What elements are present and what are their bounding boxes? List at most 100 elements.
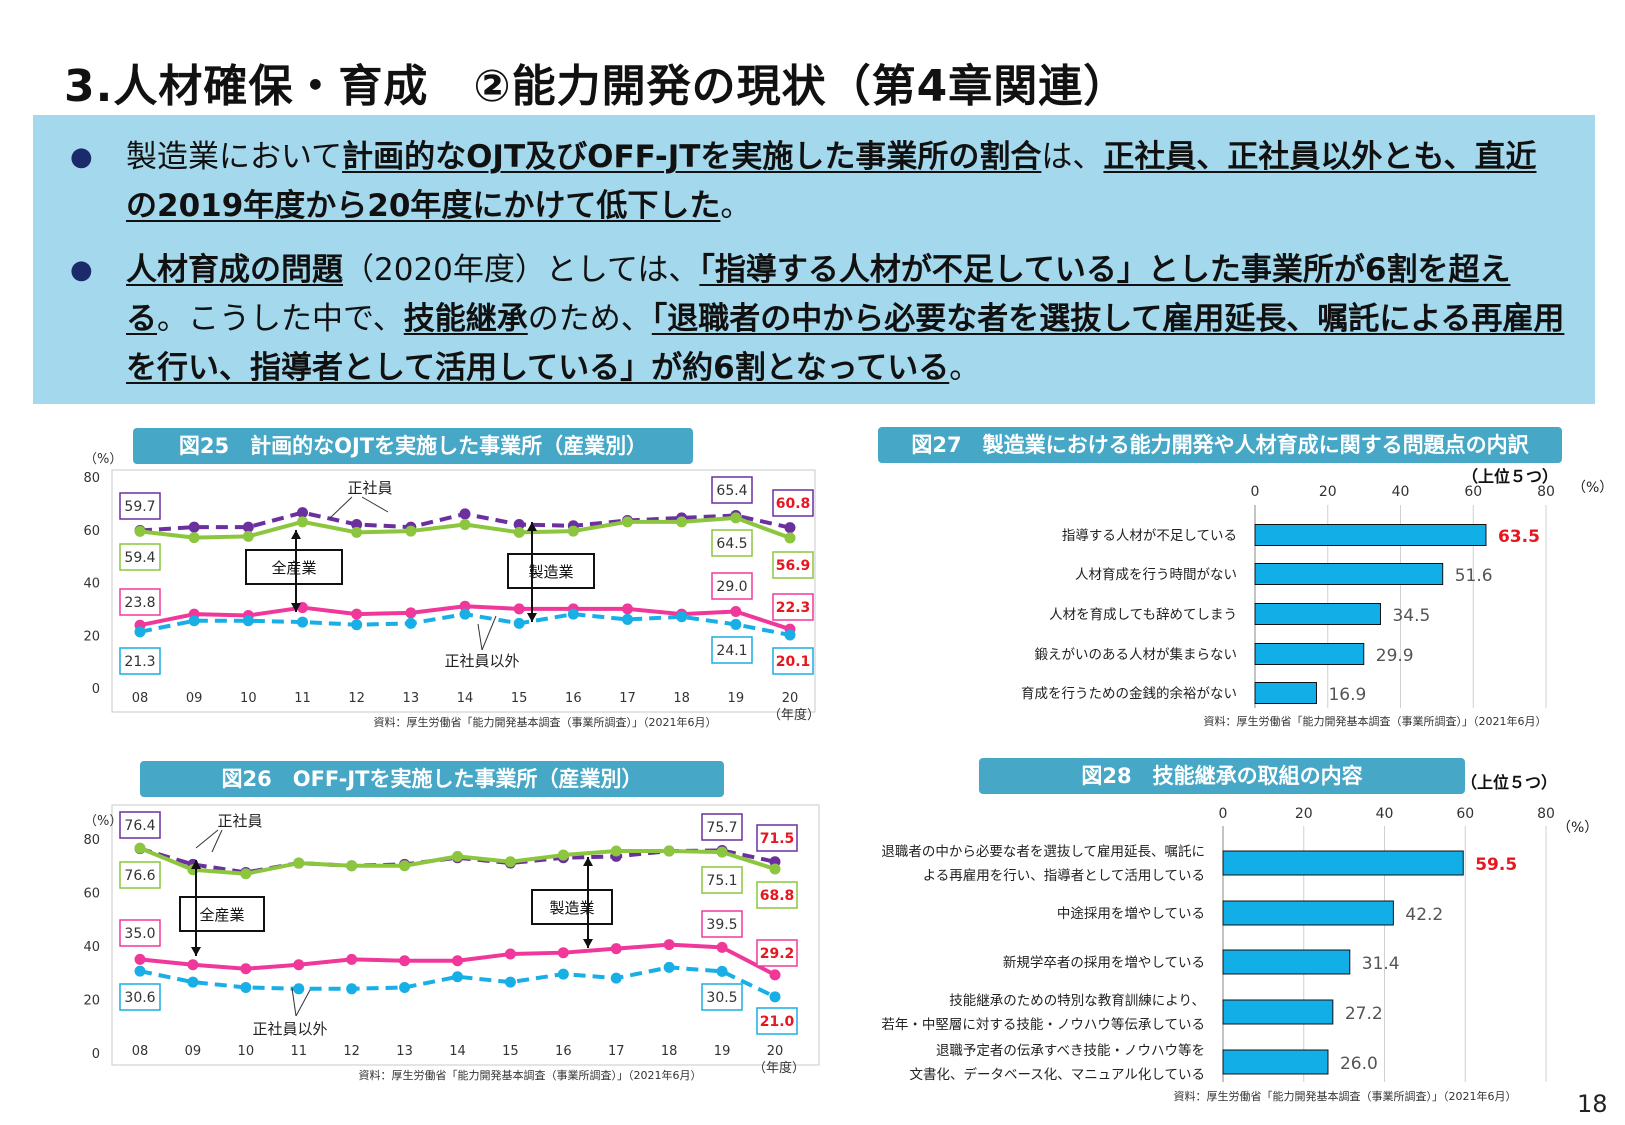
series-2-point-7 <box>513 603 525 615</box>
series-3-point-11 <box>730 618 742 630</box>
series-2-point-2 <box>240 963 252 975</box>
data-label-box <box>772 489 814 517</box>
series-1-point-12 <box>784 532 796 544</box>
annotation-mfg: 製造業 <box>549 899 594 917</box>
series-3-point-12 <box>769 991 781 1003</box>
series-2-point-6 <box>452 955 463 967</box>
series-1-point-11 <box>730 512 742 524</box>
x-tick-label: 80 <box>1537 484 1555 500</box>
arrow-head-icon <box>191 860 201 869</box>
x-tick-label: 09 <box>185 1044 202 1059</box>
bar-value-label: 16.9 <box>1328 685 1366 705</box>
series-0-point-1 <box>188 521 200 533</box>
annotation-leader-line <box>361 496 389 513</box>
series-2-point-8 <box>557 947 569 959</box>
arrow-head-icon <box>527 522 537 531</box>
bar-value-label: 26.0 <box>1340 1054 1378 1074</box>
bar-value-label: 34.5 <box>1392 606 1430 626</box>
chart-source: 資料：厚生労働省「能力開発基本調査（事業所調査）」（2021年6月） <box>359 1068 702 1082</box>
page-title: 3.人材確保・育成 ②能力開発の現状（第4章関連） <box>64 61 1129 112</box>
data-label-box <box>756 1007 798 1035</box>
annotation-all: 全産業 <box>271 559 316 577</box>
bar-value-label: 59.5 <box>1475 855 1517 875</box>
y-tick-label: 0 <box>92 1047 100 1062</box>
series-3-point-0 <box>134 965 146 977</box>
arrow-head-icon <box>583 939 593 948</box>
series-2-point-5 <box>399 955 411 967</box>
series-2-point-4 <box>351 608 363 620</box>
data-label: 29.0 <box>716 579 747 595</box>
text-span: 。 <box>720 188 752 224</box>
category-label: 育成を行うための金銭的余裕がない <box>1021 685 1237 702</box>
series-3-point-4 <box>346 983 358 995</box>
data-label-box <box>119 543 161 571</box>
annotation-leader-line <box>211 829 223 853</box>
series-1-point-11 <box>716 846 728 858</box>
annotation-box-all <box>179 896 265 932</box>
series-2-point-9 <box>610 943 622 955</box>
series-3-point-11 <box>716 965 728 977</box>
category-label: 技能継承のための特別な教育訓練により、 <box>949 993 1205 1009</box>
annotation-all: 全産業 <box>199 906 244 924</box>
series-1-point-7 <box>513 526 525 538</box>
data-label-box <box>119 983 161 1011</box>
x-tick-label: 18 <box>673 691 690 706</box>
series-3-point-10 <box>676 611 688 623</box>
y-tick-label: 0 <box>92 682 100 697</box>
bar-4 <box>1222 1049 1329 1075</box>
data-label: 21.0 <box>760 1014 795 1030</box>
x-tick-label: 10 <box>240 691 257 706</box>
bar-value-label: 31.4 <box>1362 954 1400 974</box>
x-tick-label: 80 <box>1537 806 1555 822</box>
series-1-point-2 <box>242 530 254 542</box>
text-span: 。こうした中で、 <box>157 301 404 337</box>
bar-3 <box>1222 999 1334 1025</box>
annotation-box-mfg <box>531 889 613 925</box>
category-label: 若年・中堅層に対する技能・ノウハウ等伝承している <box>881 1016 1205 1033</box>
x-tick-label: 10 <box>238 1044 255 1059</box>
series-3-point-6 <box>459 608 471 620</box>
category-label: よる再雇用を行い、指導者として活用している <box>923 867 1205 884</box>
series-2-point-5 <box>405 607 417 619</box>
series-3-point-1 <box>187 976 199 988</box>
page-number: 18 <box>1577 1090 1608 1118</box>
series-2-point-12 <box>769 969 781 981</box>
series-3-point-4 <box>351 619 363 631</box>
annotation-leader-line <box>477 623 483 651</box>
annotation-leader-line <box>291 987 297 1017</box>
summary-panel <box>33 115 1595 404</box>
x-tick-label: 14 <box>449 1044 466 1059</box>
series-3-point-12 <box>784 629 796 641</box>
series-3-point-8 <box>557 968 569 980</box>
series-1-point-4 <box>346 860 358 872</box>
annotation-regular: 正社員 <box>347 479 392 497</box>
series-3-point-2 <box>240 981 252 993</box>
emphasis-span: 人材育成の問題 <box>126 252 343 288</box>
data-label-box <box>756 939 798 967</box>
data-label: 76.6 <box>124 868 155 884</box>
annotation-nonregular: 正社員以外 <box>252 1020 327 1038</box>
data-label-box <box>772 551 814 579</box>
series-2-point-9 <box>622 603 633 615</box>
x-axis-unit: （年度） <box>753 1060 805 1076</box>
summary-bullet-2-text: 人材育成の問題（2020年度）としては、「指導する人材が不足している」とした事業… <box>126 246 1566 393</box>
x-tick-label: 20 <box>782 691 799 706</box>
bar-value-label: 29.9 <box>1376 646 1414 666</box>
data-label-box <box>711 572 753 600</box>
series-2-point-6 <box>459 600 471 612</box>
bullet-dot-icon: ● <box>70 255 93 285</box>
series-0-point-7 <box>513 518 525 530</box>
bar-2 <box>1222 949 1351 975</box>
bar-1 <box>1254 563 1444 585</box>
annotation-box-mfg <box>507 553 595 589</box>
bar-2 <box>1254 603 1381 625</box>
data-label: 59.7 <box>124 499 155 515</box>
x-tick-label: 15 <box>502 1044 519 1059</box>
data-label: 29.2 <box>760 946 795 962</box>
chart-subtitle: （上位５つ） <box>1462 467 1558 486</box>
x-axis-unit: （%） <box>1557 820 1598 836</box>
data-label: 20.1 <box>776 654 811 670</box>
arrow-head-icon <box>291 530 301 539</box>
